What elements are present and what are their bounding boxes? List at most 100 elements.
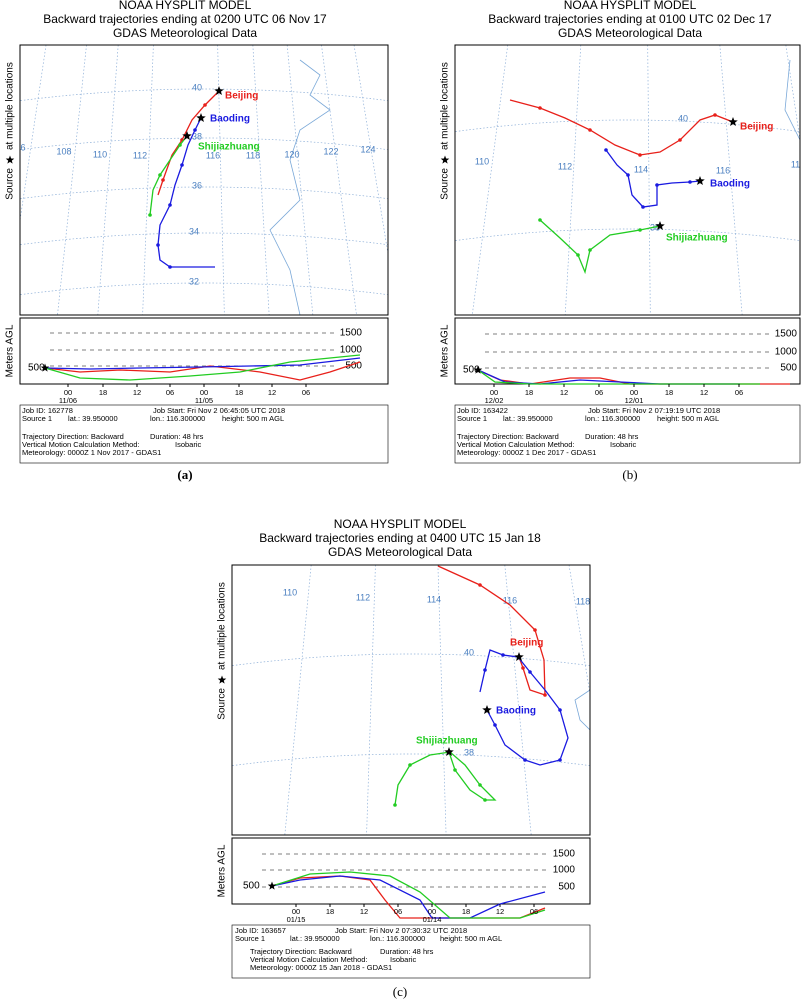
source-prefix: Source [440, 168, 451, 200]
job-info: height: 500 m AGL [222, 414, 284, 423]
trajectory-point [178, 143, 182, 147]
source-prefix: Source [5, 168, 16, 200]
latitude-label: 34 [189, 226, 199, 236]
height-tick-label: 500 [345, 361, 362, 372]
longitude-label: 116 [206, 150, 220, 160]
date-label: 11/06 [59, 396, 77, 405]
longitude-line [366, 565, 376, 835]
job-info: Job ID: 162778 [22, 406, 73, 415]
time-label: 06 [394, 907, 402, 916]
trajectory-point [538, 218, 542, 222]
panel-title: Backward trajectories ending at 0100 UTC… [488, 12, 772, 26]
longitude-label: 118 [246, 150, 260, 160]
trajectory [437, 565, 546, 696]
job-info: Trajectory Direction: Backward [457, 432, 559, 441]
height-tick-label: 1000 [775, 347, 798, 358]
start-height-label: 500 [28, 363, 45, 374]
height-tick-label: 1000 [340, 345, 363, 356]
time-label: 00 [292, 907, 300, 916]
time-label: 00 [64, 388, 72, 397]
trajectory-point [501, 653, 505, 657]
start-height-label: 500 [463, 365, 480, 376]
latitude-line [20, 137, 388, 151]
job-info: Meteorology: 0000Z 15 Jan 2018 - GDAS1 [250, 963, 392, 972]
height-trajectory [44, 354, 361, 381]
job-info: Isobaric [175, 440, 202, 449]
city-label: Shijiazhuang [416, 736, 478, 747]
longitude-label: 114 [427, 594, 441, 604]
longitude-label: 124 [360, 144, 375, 154]
job-info: Source 1 [457, 414, 487, 423]
time-label: 18 [99, 388, 107, 397]
trajectory-point [604, 148, 608, 152]
job-info: Source 1 [235, 934, 265, 943]
longitude-line [353, 45, 388, 256]
job-info: lon.: 116.300000 [370, 934, 425, 943]
panel-title: Backward trajectories ending at 0200 UTC… [43, 12, 327, 26]
map-frame [19, 44, 389, 316]
job-info: lon.: 116.300000 [585, 414, 640, 423]
job-info: Duration: 48 hrs [150, 432, 204, 441]
job-info: Vertical Motion Calculation Method: [22, 440, 140, 449]
height-trajectory [271, 875, 546, 919]
trajectory [149, 135, 188, 216]
longitude-line [564, 45, 582, 315]
trajectory-point [203, 103, 207, 107]
city-label: Shijiazhuang [666, 233, 728, 244]
source-label: at multiple locations [217, 582, 228, 670]
time-label: 18 [665, 388, 673, 397]
info-frame [454, 404, 801, 464]
date-label: 12/02 [485, 396, 504, 405]
longitude-label: 116 [716, 165, 730, 175]
height-tick-label: 1500 [775, 329, 798, 340]
trajectory-point [193, 128, 197, 132]
source-star [655, 221, 665, 231]
height-frame [231, 837, 591, 905]
job-info: Duration: 48 hrs [585, 432, 639, 441]
info-frame [231, 924, 591, 979]
time-label: 12 [560, 388, 568, 397]
longitude-line [252, 45, 270, 315]
job-info: Trajectory Direction: Backward [250, 947, 352, 956]
job-info: lat.: 39.950000 [68, 414, 118, 423]
height-trajectory [477, 369, 790, 385]
city-label: Beijing [510, 638, 543, 649]
job-info: Meteorology: 0000Z 1 Nov 2017 - GDAS1 [22, 448, 161, 457]
latitude-line [20, 88, 388, 102]
source-star [482, 705, 492, 715]
trajectory-point [543, 693, 547, 697]
source-star [514, 652, 524, 662]
latitude-label: 36 [192, 180, 202, 190]
source-star [728, 117, 738, 127]
trajectory-point [678, 138, 682, 142]
trajectory-point [393, 803, 397, 807]
longitude-line [57, 45, 87, 315]
date-label: 01/15 [287, 915, 306, 924]
latitude-label: 38 [192, 131, 202, 141]
panel-title: NOAA HYSPLIT MODEL [119, 0, 252, 12]
time-label: 12 [700, 388, 708, 397]
source-star [196, 113, 206, 123]
time-label: 18 [525, 388, 533, 397]
coastline [269, 59, 331, 315]
height-trajectory [44, 357, 361, 370]
time-label: 18 [462, 907, 470, 916]
source-star [40, 363, 50, 372]
source-star [695, 176, 705, 186]
time-label: 18 [326, 907, 334, 916]
source-star [5, 155, 15, 164]
longitude-label: 112 [356, 592, 370, 602]
trajectory-point [576, 253, 580, 257]
time-label: 00 [428, 907, 436, 916]
longitude-line [471, 45, 509, 315]
latitude-line [232, 753, 590, 767]
latitude-line [20, 232, 388, 246]
job-info: height: 500 m AGL [657, 414, 719, 423]
latitude-line [20, 186, 388, 200]
source-star [182, 131, 192, 141]
date-label: 11/05 [195, 396, 213, 405]
longitude-line [568, 565, 590, 697]
time-label: 06 [530, 907, 538, 916]
time-label: 00 [490, 388, 498, 397]
map-frame [454, 44, 801, 316]
